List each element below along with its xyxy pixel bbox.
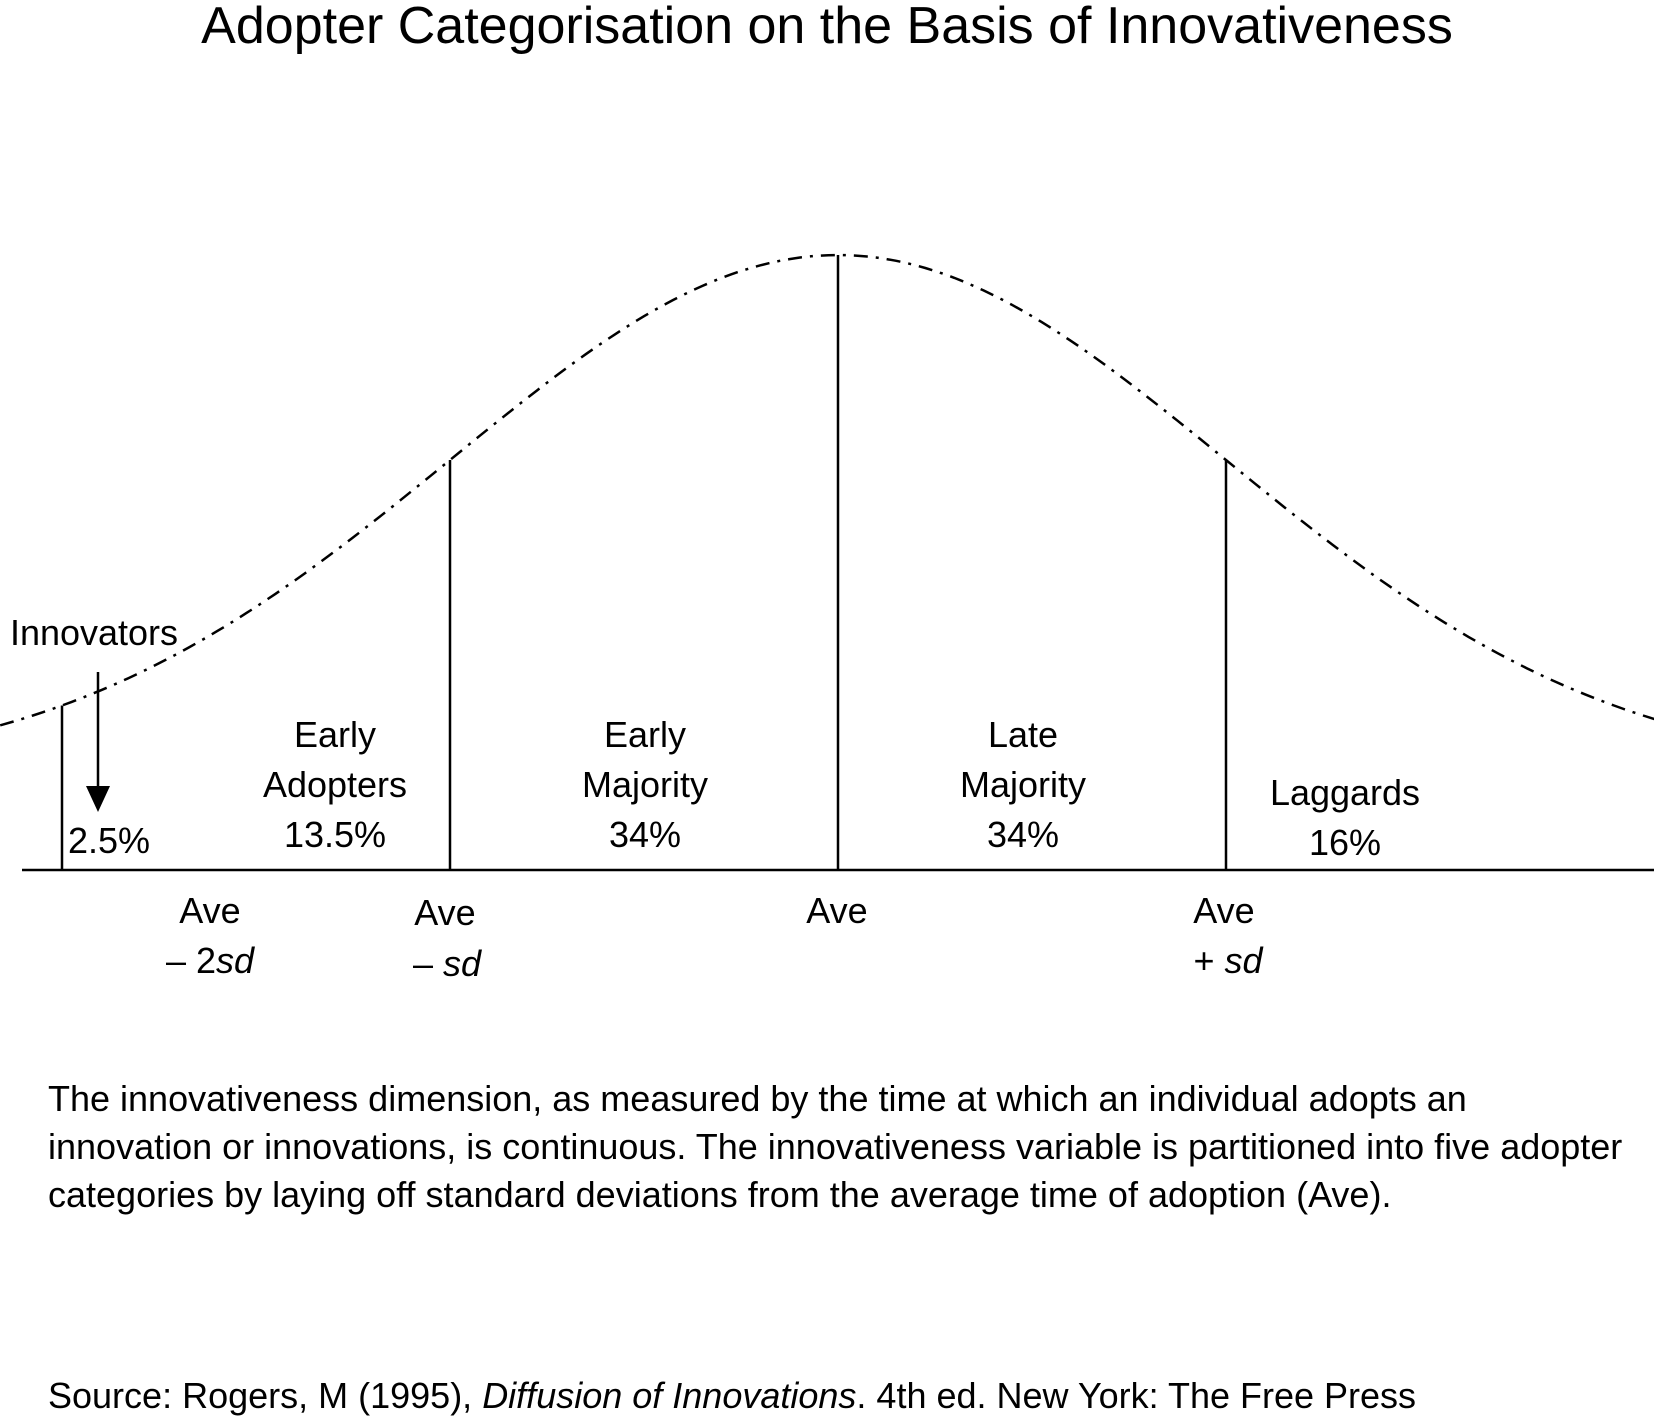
boundary-label-minus-1sd-sd: sd [443,943,482,984]
boundary-label-minus-2sd-line1: Ave [179,890,240,931]
boundary-label-minus-2sd-sd: sd [216,940,255,981]
category-percent-innovators: 2.5% [68,820,150,861]
caption-text: The innovativeness dimension, as measure… [48,1078,1623,1215]
bell-curve [0,253,1654,727]
boundary-label-minus-1sd-line2: – sd [413,943,482,984]
category-label-late-majority-line1: Late [988,714,1058,755]
boundary-label-minus-2sd-prefix: – 2 [166,940,216,981]
category-label-early-majority-line1: Early [604,714,686,755]
source-book-title: Diffusion of Innovations [482,1375,857,1416]
category-percent-early-majority: 34% [609,814,681,855]
category-label-late-majority-line2: Majority [960,764,1086,805]
boundary-label-plus-1sd-line1: Ave [1193,890,1254,931]
category-label-laggards: Laggards [1270,772,1420,813]
category-label-early-adopters-line2: Adopters [263,764,407,805]
boundary-label-average: Ave [806,890,867,931]
source-suffix: . 4th ed. New York: The Free Press [856,1375,1417,1416]
category-percent-laggards: 16% [1309,822,1381,863]
boundary-label-minus-2sd-line2: – 2sd [166,940,255,981]
boundary-label-plus-1sd-sd: sd [1225,940,1264,981]
boundary-label-plus-1sd-prefix: + [1193,940,1224,981]
category-label-early-adopters-line1: Early [294,714,376,755]
category-label-innovators: Innovators [10,612,178,653]
page-title: Adopter Categorisation on the Basis of I… [201,0,1453,55]
boundary-label-minus-1sd-line1: Ave [414,892,475,933]
boundary-label-plus-1sd-line2: + sd [1193,940,1263,981]
category-percent-late-majority: 34% [987,814,1059,855]
source-citation: Source: Rogers, M (1995), Diffusion of I… [48,1376,1648,1416]
boundary-label-minus-1sd-prefix: – [413,943,443,984]
innovators-arrow-head [86,786,110,812]
category-percent-early-adopters: 13.5% [284,814,386,855]
category-label-early-majority-line2: Majority [582,764,708,805]
source-prefix: Source: Rogers, M (1995), [48,1375,483,1416]
